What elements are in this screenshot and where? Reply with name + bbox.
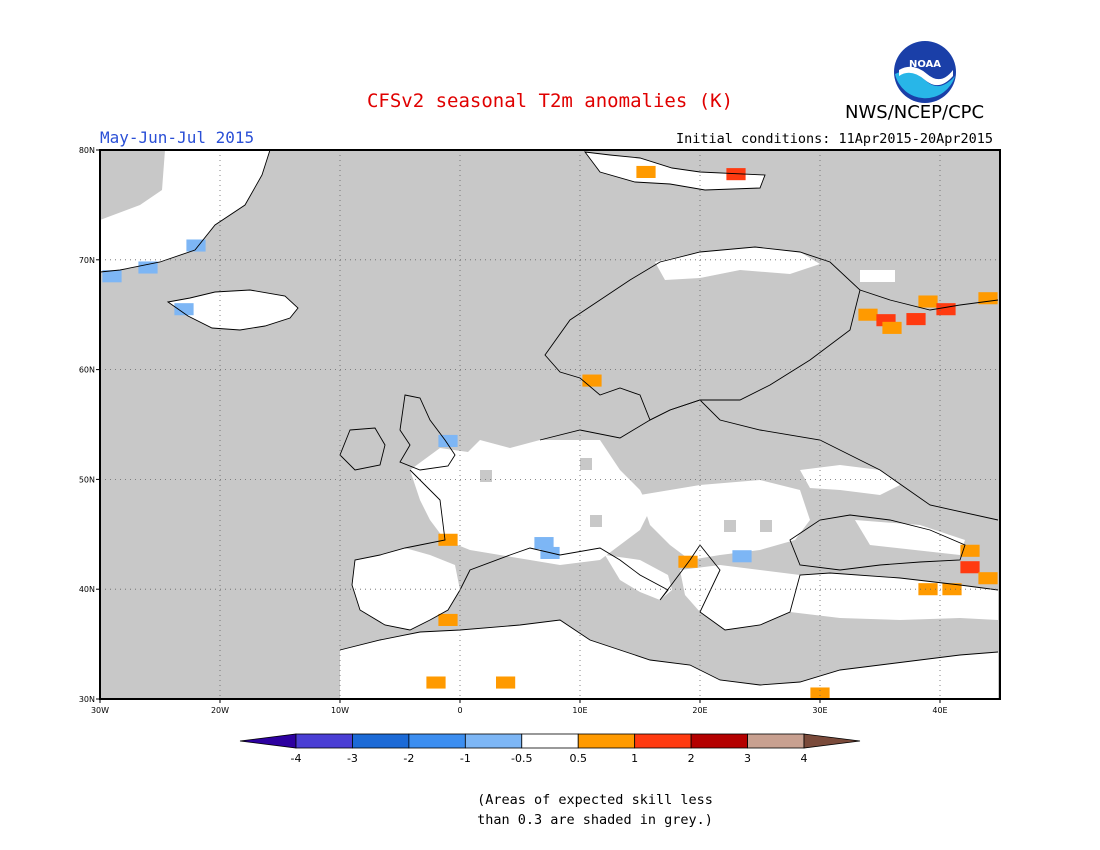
gridlines <box>100 150 1000 699</box>
colorbar-low-extension <box>239 733 297 749</box>
lon-tick-label: 10E <box>572 706 587 715</box>
lon-tick-label: 10W <box>331 706 349 715</box>
lon-tick-label: 20E <box>692 706 707 715</box>
lat-tick-label: 30N <box>79 695 95 704</box>
colorbar-label: -2 <box>403 752 414 765</box>
map-area <box>100 150 1000 699</box>
colorbar-segment <box>747 733 805 749</box>
warm-anomaly-cell <box>906 313 926 326</box>
colorbar-label: 3 <box>744 752 751 765</box>
warm-anomaly-cell <box>636 165 656 178</box>
cool-anomaly-cell <box>732 550 752 563</box>
cool-anomaly-cell <box>174 303 194 316</box>
colorbar-segment <box>408 733 466 749</box>
anomaly-cells <box>102 165 998 699</box>
warm-anomaly-cell <box>678 555 698 568</box>
cool-anomaly-cell <box>102 270 122 283</box>
colorbar-segment <box>634 733 692 749</box>
colorbar-segment <box>464 733 523 749</box>
warm-anomaly-cell <box>918 583 938 596</box>
warm-anomaly-cell <box>942 583 962 596</box>
cool-anomaly-cell <box>186 239 206 252</box>
lat-tick-label: 80N <box>79 146 95 155</box>
colorbar-label: -0.5 <box>511 752 532 765</box>
colorbar-label: -4 <box>291 752 302 765</box>
noaa-logo: NOAA <box>893 40 957 104</box>
low-skill-specks <box>480 458 772 532</box>
lon-tick-label: 40E <box>932 706 947 715</box>
warm-anomaly-cell <box>960 561 980 574</box>
initial-conditions: Initial conditions: 11Apr2015-20Apr2015 <box>676 131 993 147</box>
forecast-period: May-Jun-Jul 2015 <box>100 128 255 147</box>
warm-anomaly-cell <box>918 295 938 308</box>
colorbar-label: 0.5 <box>569 752 587 765</box>
warm-anomaly-cell <box>882 321 902 334</box>
map-title: CFSv2 seasonal T2m anomalies (K) <box>366 90 734 112</box>
colorbar-label: -3 <box>347 752 358 765</box>
warm-anomaly-cell <box>936 303 956 316</box>
warm-anomaly-cell <box>978 292 998 305</box>
lon-tick-label: 0 <box>457 706 462 715</box>
colorbar-segment <box>521 733 579 749</box>
warm-anomaly-cell <box>978 572 998 585</box>
agency-label: NWS/NCEP/CPC <box>845 102 985 123</box>
lon-tick-label: 30E <box>812 706 827 715</box>
cool-anomaly-cell <box>138 261 158 274</box>
warm-anomaly-cell <box>726 168 746 181</box>
lat-tick-label: 50N <box>79 475 95 484</box>
warm-anomaly-cell <box>426 676 446 689</box>
warm-anomaly-cell <box>960 544 980 557</box>
skill-note-line2: than 0.3 are shaded in grey.) <box>477 812 713 828</box>
colorbar-segment <box>577 733 636 749</box>
warm-anomaly-cell <box>810 687 830 699</box>
warm-anomaly-cell <box>438 613 458 626</box>
lat-tick-label: 60N <box>79 366 95 375</box>
lat-tick-label: 40N <box>79 585 95 594</box>
logo-text: NOAA <box>909 59 941 70</box>
axis-ticks: 30W 20W 10W 0 10E 20E 30E 40E 30N 40N 50N 60N 70N 80N <box>79 146 948 715</box>
cool-anomaly-cell <box>534 537 554 550</box>
lon-tick-label: 20W <box>211 706 229 715</box>
lat-tick-label: 70N <box>79 256 95 265</box>
coastlines <box>100 150 999 686</box>
colorbar-label: 2 <box>688 752 695 765</box>
colorbar-label: 4 <box>801 752 808 765</box>
colorbar: -4 -3 -2 -1 -0.5 0.5 1 2 3 4 <box>239 733 861 765</box>
warm-anomaly-cell <box>438 533 458 546</box>
colorbar-high-extension <box>803 733 861 749</box>
lon-tick-label: 30W <box>91 706 109 715</box>
warm-anomaly-cell <box>582 374 602 387</box>
colorbar-segment <box>352 733 410 749</box>
map-frame <box>99 149 1001 700</box>
colorbar-label: 1 <box>631 752 638 765</box>
warm-anomaly-cell <box>858 308 878 321</box>
colorbar-label: -1 <box>460 752 471 765</box>
skill-note-line1: (Areas of expected skill less <box>477 792 713 808</box>
colorbar-segment <box>690 733 748 749</box>
warm-anomaly-cell <box>496 676 516 689</box>
colorbar-segment <box>295 733 353 749</box>
